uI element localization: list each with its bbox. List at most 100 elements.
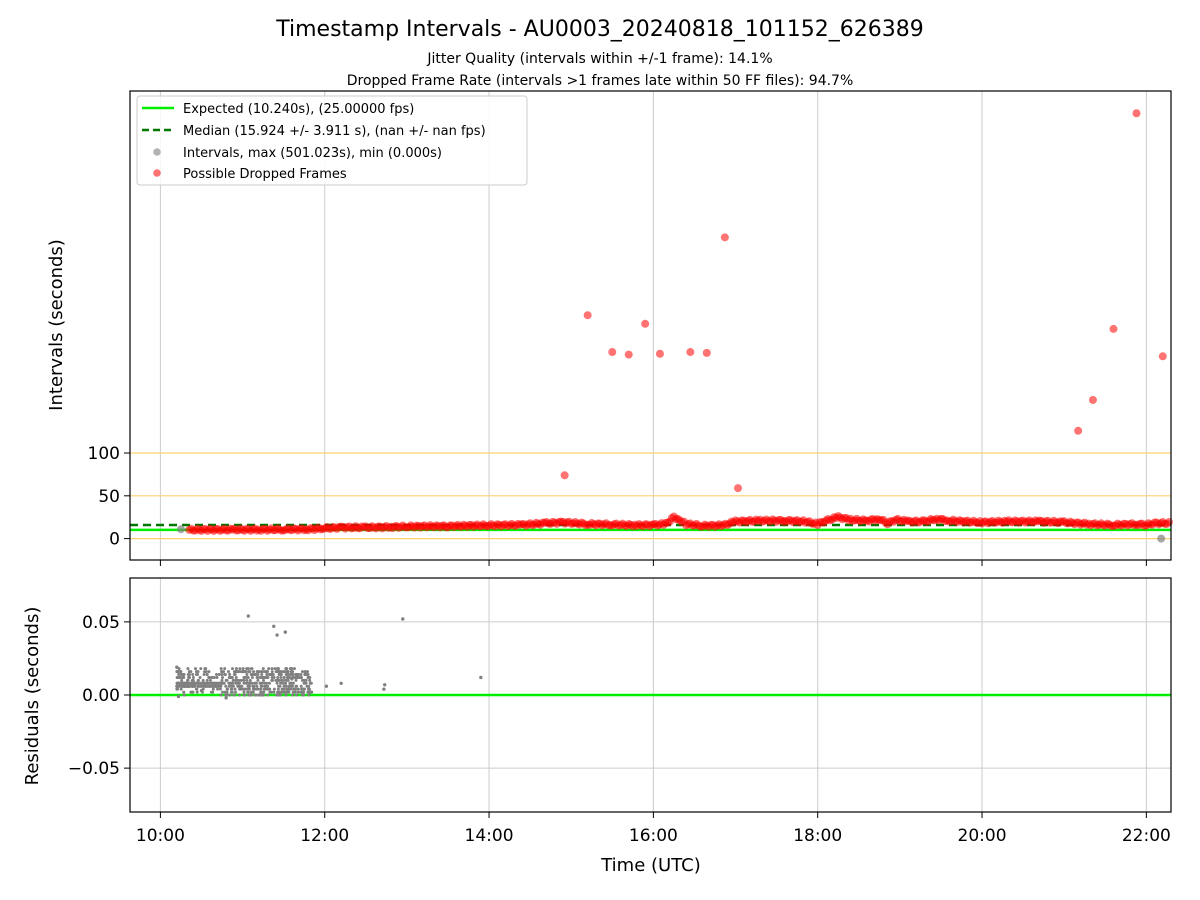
residual-point — [247, 681, 251, 685]
residual-point — [217, 673, 221, 677]
top-y-tick-label: 0 — [109, 530, 120, 550]
residual-point — [223, 667, 227, 671]
residual-point — [274, 678, 278, 682]
residual-point — [284, 681, 288, 685]
dropped-frame-outlier — [1074, 426, 1083, 435]
residual-point — [383, 683, 387, 687]
dropped-frame-outlier — [1158, 352, 1167, 361]
residual-point — [249, 673, 253, 677]
residual-point — [297, 675, 301, 679]
residual-point — [259, 693, 263, 697]
dropped-frame-outlier — [1132, 109, 1141, 118]
residual-point — [245, 667, 249, 671]
residual-point — [275, 633, 279, 637]
residual-point — [275, 681, 279, 685]
residual-point — [196, 678, 200, 682]
residual-point — [290, 681, 294, 685]
residual-point — [284, 690, 288, 694]
residual-point — [227, 681, 231, 685]
residual-point — [291, 684, 295, 688]
residual-point — [248, 684, 252, 688]
residual-point — [218, 687, 222, 691]
residual-point — [291, 693, 295, 697]
residual-point — [221, 690, 225, 694]
residual-point — [246, 690, 250, 694]
residual-point — [296, 687, 300, 691]
residual-point — [280, 678, 284, 682]
residual-point — [249, 681, 253, 685]
residual-point — [224, 693, 228, 697]
residual-point — [261, 693, 265, 697]
residual-point — [224, 696, 228, 700]
residual-point — [287, 684, 291, 688]
interval-point — [176, 525, 185, 534]
residual-point — [253, 681, 257, 685]
dropped-frame-outlier — [655, 349, 664, 358]
residual-point — [261, 667, 265, 671]
residual-point — [194, 673, 198, 677]
residual-point — [260, 684, 264, 688]
residual-point — [244, 670, 248, 674]
residual-point — [265, 669, 269, 674]
residual-point — [205, 673, 209, 677]
residual-point — [231, 678, 235, 682]
residual-point — [186, 678, 190, 682]
residual-point — [261, 690, 265, 694]
intervals-axes-frame — [129, 90, 1172, 561]
residual-point — [207, 684, 211, 688]
residual-point — [278, 670, 282, 674]
dropped-frame-outlier — [702, 348, 711, 357]
residual-point — [198, 675, 202, 679]
residual-point — [205, 678, 209, 682]
residuals-y-axis-label: Residuals (seconds) — [22, 607, 43, 786]
residual-point — [180, 684, 184, 688]
residual-point — [249, 690, 253, 694]
residual-point — [277, 684, 281, 688]
residual-point — [258, 681, 262, 685]
residual-point — [339, 681, 343, 685]
residual-point — [181, 675, 185, 679]
residual-point — [272, 690, 276, 694]
residual-point — [215, 675, 219, 679]
residual-point — [302, 687, 306, 691]
residual-point — [177, 673, 181, 677]
residual-point — [214, 681, 218, 685]
residual-point — [269, 673, 273, 677]
residual-point — [246, 614, 251, 618]
x-tick-label: 16:00 — [629, 826, 678, 846]
residual-point — [256, 675, 260, 679]
residual-point — [186, 684, 190, 688]
residual-point — [479, 675, 483, 680]
residuals-panel: 10:00 12:00 14:00 16:00 18:00 20:00 22:00 0.05 0… — [22, 577, 1172, 876]
dropped-frame-point — [1164, 518, 1173, 527]
residual-point — [276, 667, 280, 671]
residual-point — [277, 678, 281, 682]
residual-point — [306, 675, 310, 680]
residual-point — [295, 693, 299, 697]
bottom-y-tick-label: 0.00 — [82, 686, 120, 706]
residual-point — [307, 687, 311, 691]
residual-point — [256, 673, 260, 677]
residual-point — [228, 693, 232, 697]
residual-point — [256, 678, 260, 682]
residual-point — [382, 687, 386, 691]
dropped-frame-outlier — [1109, 324, 1118, 333]
legend-median-label: Median (15.924 +/- 3.911 s), (nan +/- na… — [183, 124, 486, 139]
dropped-frame-outlier — [560, 471, 569, 480]
legend-expected-label: Expected (10.240s), (25.00000 fps) — [183, 102, 414, 117]
residual-point — [266, 693, 270, 697]
residual-point — [266, 675, 270, 679]
residual-point — [247, 693, 251, 697]
residual-point — [291, 670, 295, 674]
legend-intervals-label: Intervals, max (501.023s), min (0.000s) — [183, 146, 442, 161]
residual-point — [274, 670, 278, 674]
residual-point — [295, 673, 299, 677]
residual-point — [284, 693, 288, 697]
legend: Expected (10.240s), (25.00000 fps) Media… — [136, 95, 528, 186]
residual-point — [181, 673, 185, 677]
chart-title: Timestamp Intervals - AU0003_20240818_10… — [275, 17, 924, 42]
residual-point — [210, 681, 214, 685]
residual-point — [250, 675, 254, 679]
residual-point — [202, 673, 206, 677]
residual-point — [218, 681, 222, 685]
